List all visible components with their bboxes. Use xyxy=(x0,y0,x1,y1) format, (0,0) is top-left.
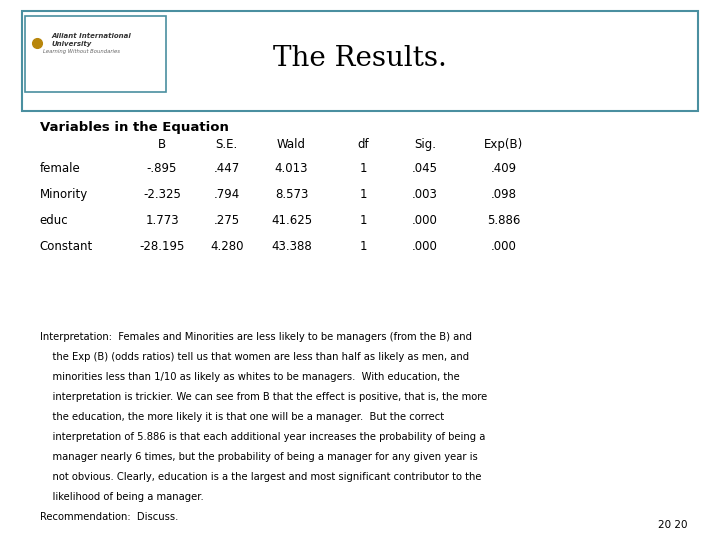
Text: 20 20: 20 20 xyxy=(658,520,688,530)
Text: .794: .794 xyxy=(214,188,240,201)
Text: 1.773: 1.773 xyxy=(145,214,179,227)
Text: Sig.: Sig. xyxy=(414,138,436,151)
Text: -.895: -.895 xyxy=(147,162,177,175)
Text: 41.625: 41.625 xyxy=(271,214,312,227)
Text: Constant: Constant xyxy=(40,240,93,253)
Text: .409: .409 xyxy=(491,162,517,175)
Text: University: University xyxy=(52,41,92,47)
Text: 4.280: 4.280 xyxy=(210,240,243,253)
Text: Interpretation:  Females and Minorities are less likely to be managers (from the: Interpretation: Females and Minorities a… xyxy=(40,332,472,342)
Text: .000: .000 xyxy=(491,240,517,253)
Text: the education, the more likely it is that one will be a manager.  But the correc: the education, the more likely it is tha… xyxy=(40,412,444,422)
Text: .000: .000 xyxy=(412,214,438,227)
Text: Learning Without Boundaries: Learning Without Boundaries xyxy=(43,49,120,53)
Text: 43.388: 43.388 xyxy=(271,240,312,253)
Text: manager nearly 6 times, but the probability of being a manager for any given yea: manager nearly 6 times, but the probabil… xyxy=(40,452,477,462)
Text: Minority: Minority xyxy=(40,188,88,201)
FancyBboxPatch shape xyxy=(25,16,166,92)
Text: df: df xyxy=(358,138,369,151)
Text: Recommendation:  Discuss.: Recommendation: Discuss. xyxy=(40,512,178,522)
Text: 1: 1 xyxy=(360,240,367,253)
Text: .045: .045 xyxy=(412,162,438,175)
Text: .000: .000 xyxy=(412,240,438,253)
Text: 4.013: 4.013 xyxy=(275,162,308,175)
Text: minorities less than 1/10 as likely as whites to be managers.  With education, t: minorities less than 1/10 as likely as w… xyxy=(40,372,459,382)
Text: .098: .098 xyxy=(491,188,517,201)
Text: likelihood of being a manager.: likelihood of being a manager. xyxy=(40,492,203,502)
Text: interpretation is trickier. We can see from B that the effect is positive, that : interpretation is trickier. We can see f… xyxy=(40,392,487,402)
Text: interpretation of 5.886 is that each additional year increases the probability o: interpretation of 5.886 is that each add… xyxy=(40,432,485,442)
FancyBboxPatch shape xyxy=(22,11,698,111)
Text: .275: .275 xyxy=(214,214,240,227)
Text: educ: educ xyxy=(40,214,68,227)
Text: Alliant International: Alliant International xyxy=(52,33,132,39)
Text: Exp(B): Exp(B) xyxy=(485,138,523,151)
Text: 1: 1 xyxy=(360,162,367,175)
Text: -2.325: -2.325 xyxy=(143,188,181,201)
Text: Variables in the Equation: Variables in the Equation xyxy=(40,122,228,134)
Text: not obvious. Clearly, education is a the largest and most significant contributo: not obvious. Clearly, education is a the… xyxy=(40,472,481,482)
Text: 1: 1 xyxy=(360,188,367,201)
Text: -28.195: -28.195 xyxy=(139,240,185,253)
Text: 8.573: 8.573 xyxy=(275,188,308,201)
Text: Wald: Wald xyxy=(277,138,306,151)
Text: .447: .447 xyxy=(214,162,240,175)
Text: The Results.: The Results. xyxy=(273,45,447,72)
Text: 1: 1 xyxy=(360,214,367,227)
Text: the Exp (B) (odds ratios) tell us that women are less than half as likely as men: the Exp (B) (odds ratios) tell us that w… xyxy=(40,352,469,362)
Text: S.E.: S.E. xyxy=(216,138,238,151)
Text: 5.886: 5.886 xyxy=(487,214,521,227)
Text: B: B xyxy=(158,138,166,151)
Text: female: female xyxy=(40,162,81,175)
Text: .003: .003 xyxy=(412,188,438,201)
